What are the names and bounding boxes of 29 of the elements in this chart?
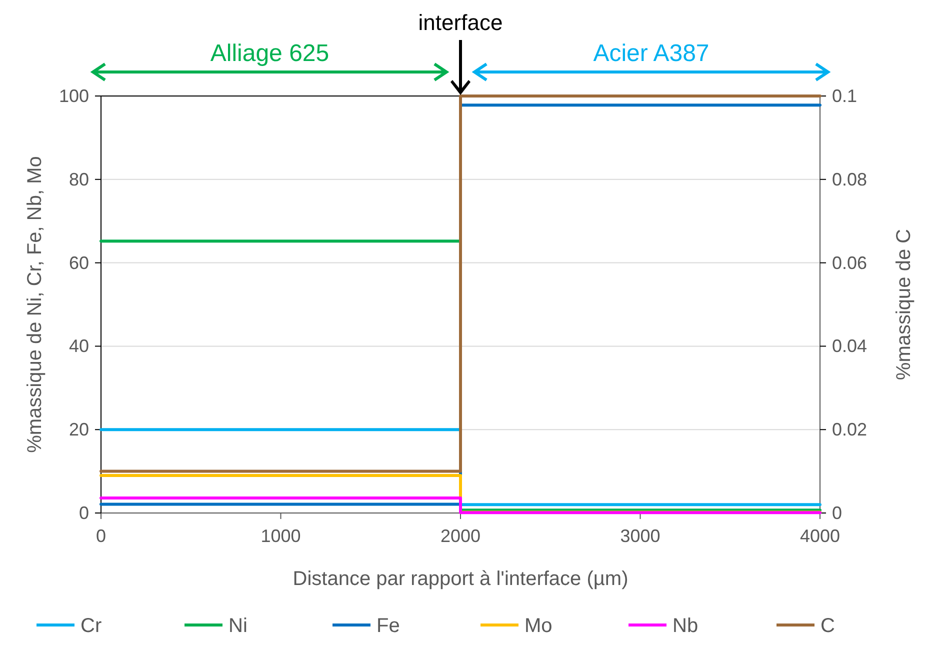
text: Alliage 625 [210, 40, 330, 67]
x-tick-label: 4000 [800, 526, 840, 546]
y2-tick-label: 0.1 [832, 86, 858, 106]
y-tick-label: 60 [68, 252, 89, 273]
x-tick-label: 3000 [620, 526, 660, 546]
y-axis-title: %massique de Ni, Cr, Fe, Nb, Mo [24, 156, 46, 453]
y-tick-label: 100 [58, 86, 89, 106]
y2-tick-label: 0 [832, 503, 842, 523]
x-tick-label: 2000 [440, 526, 481, 546]
text: interface [418, 10, 503, 35]
y-tick-label: 20 [68, 420, 89, 440]
x-axis-title: Distance par rapport à l'interface (µm) [292, 568, 628, 590]
y2-tick-label: 0.04 [832, 336, 868, 356]
y-tick-label: 80 [68, 169, 89, 190]
legend-label: Ni [228, 615, 248, 637]
legend-label: C [820, 615, 835, 637]
y2-tick-label: 0.02 [832, 420, 868, 440]
legend-label: Fe [376, 615, 400, 637]
y-tick-label: 0 [78, 503, 89, 523]
legend-label: Mo [524, 615, 552, 637]
text: Acier A387 [593, 40, 710, 67]
legend-label: Nb [672, 615, 698, 637]
x-tick-label: 0 [96, 526, 106, 546]
x-tick-label: 1000 [260, 526, 301, 546]
legend-label: Cr [80, 615, 102, 637]
y2-axis-title: %massique de C [893, 228, 915, 380]
y2-tick-label: 0.08 [832, 169, 868, 190]
y2-tick-label: 0.06 [832, 252, 868, 273]
y-tick-label: 40 [68, 336, 89, 356]
